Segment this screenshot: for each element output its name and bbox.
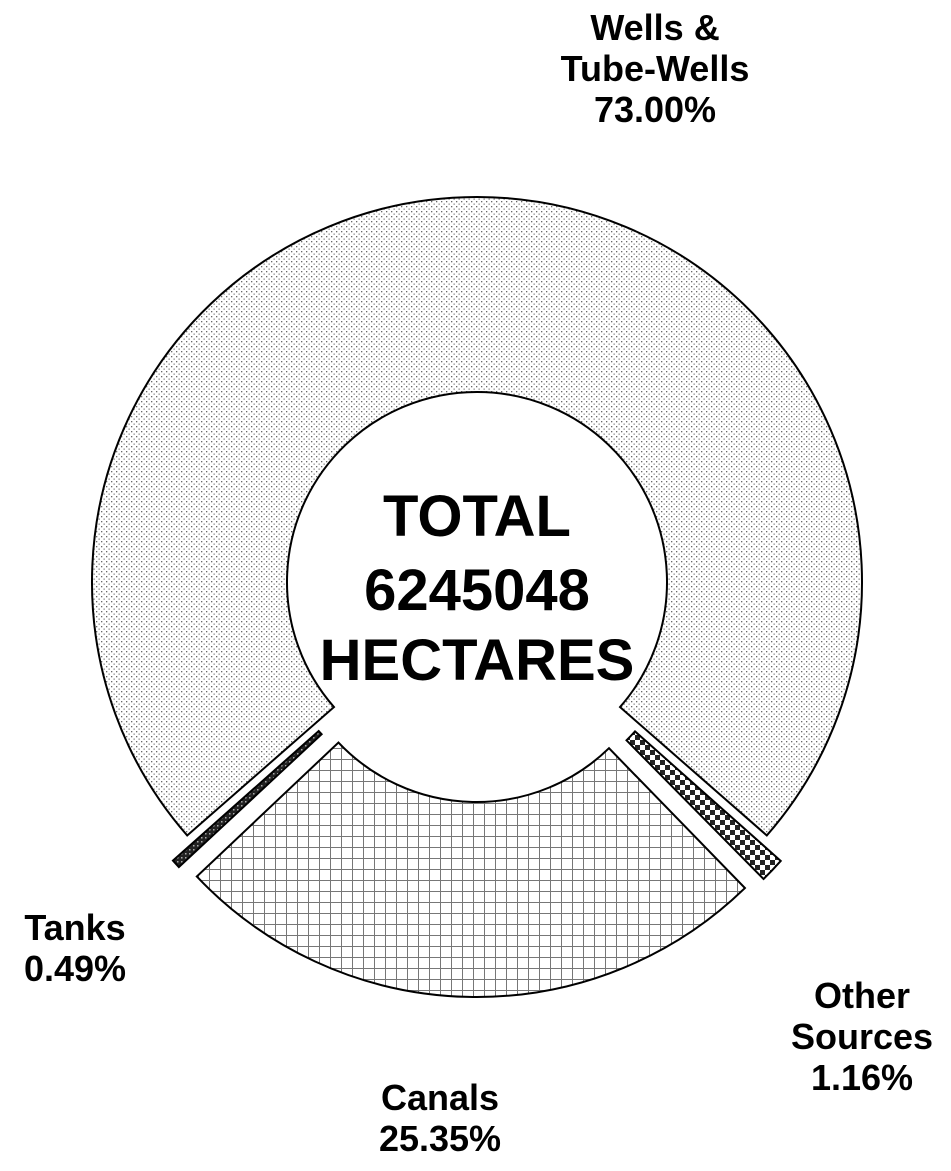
slice-value-label: 73.00% [594,89,716,130]
center-unit: HECTARES [320,628,635,693]
center-title: TOTAL [383,484,571,549]
category-line: Tube-Wells [561,48,750,89]
category-line: Sources [791,1016,933,1057]
center-total: 6245048 [364,558,590,623]
slice-category: Other Sources [791,975,933,1057]
category-line: Canals [381,1077,499,1118]
category-line: Tanks [24,907,125,948]
slice-value-label: 1.16% [811,1057,913,1098]
slice-category: Wells & Tube-Wells [561,7,750,89]
donut-slice [171,729,324,869]
category-line: Wells & [590,7,719,48]
slice-value-label: 25.35% [379,1118,501,1159]
donut-slice [625,729,783,881]
slice-category: Canals [381,1077,499,1118]
donut-slice [91,196,863,837]
category-line: Other [814,975,910,1016]
slice-category: Tanks [24,907,125,948]
donut-slice [195,741,747,998]
slice-value-label: 0.49% [24,948,126,989]
